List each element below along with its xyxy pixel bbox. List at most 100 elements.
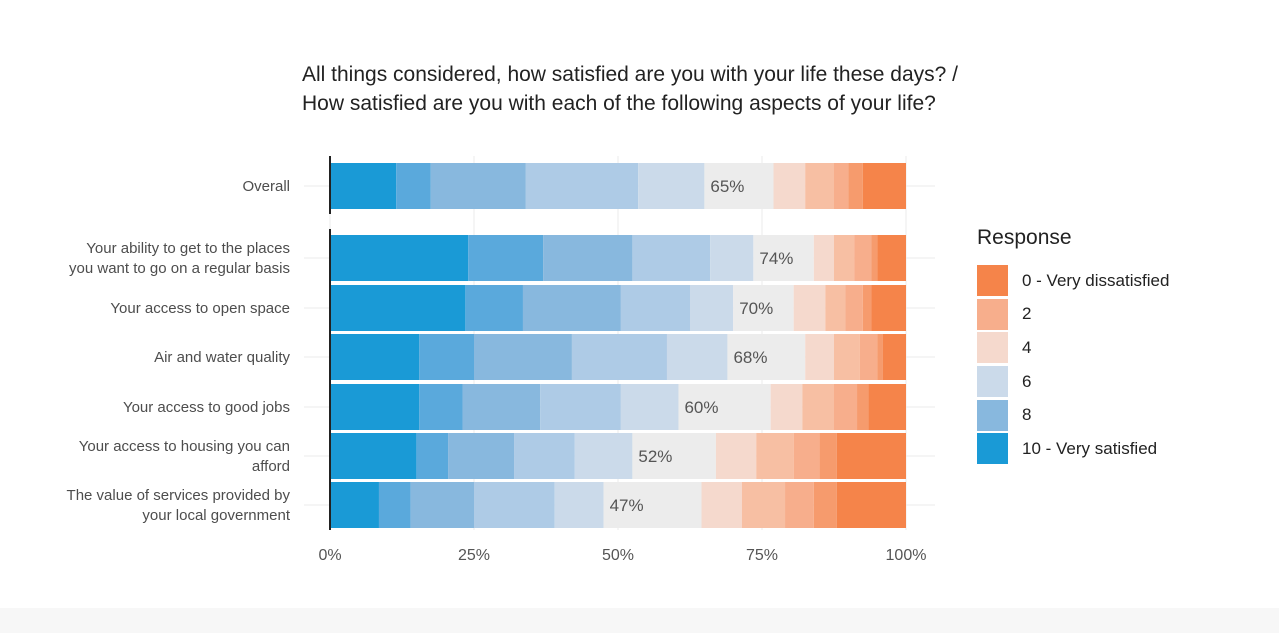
legend-swatch [977, 298, 1008, 330]
category-label: Overall [242, 178, 290, 195]
bar-segment [462, 384, 541, 430]
bar-segment [474, 482, 555, 528]
bar-segment [419, 384, 463, 430]
bar-segment [770, 384, 803, 430]
bar-segment [330, 235, 469, 281]
x-tick-label: 50% [602, 547, 634, 564]
bar-segment [378, 482, 411, 528]
bar-segment [465, 285, 523, 331]
bar-segment [704, 163, 774, 209]
bar-segment [574, 433, 633, 479]
bar-segment [859, 334, 878, 380]
bar-segment [448, 433, 515, 479]
chart-title-line-1: All things considered, how satisfied are… [302, 63, 959, 86]
category-label: Air and water quality [154, 349, 290, 366]
legend-swatch [977, 265, 1008, 297]
bar-segment [410, 482, 474, 528]
bar-segment [862, 163, 906, 209]
legend-label: 4 [1022, 337, 1032, 357]
category-label: Your ability to get to the places [86, 240, 290, 257]
bar-segment [834, 235, 855, 281]
legend-swatch [977, 399, 1008, 431]
bar-segment [330, 163, 397, 209]
bar-segment [710, 235, 754, 281]
bar-annotation: 60% [684, 398, 718, 417]
bar-segment [514, 433, 575, 479]
bar-segment [678, 384, 771, 430]
bar-segment [877, 235, 906, 281]
legend-swatch [977, 366, 1008, 398]
bar-segment [620, 285, 690, 331]
bar-segment [836, 433, 906, 479]
bar-segment [540, 384, 621, 430]
bar-annotation: 70% [739, 299, 773, 318]
bar-segment [554, 482, 604, 528]
legend-item: 0 - Very dissatisfied [977, 264, 1257, 298]
legend-item: 6 [977, 365, 1257, 399]
x-tick-label: 0% [318, 547, 341, 564]
bar-segment [701, 482, 742, 528]
footer-strip [0, 608, 1279, 633]
bar-segment [834, 163, 849, 209]
bar-segment [805, 163, 834, 209]
legend-item: 2 [977, 298, 1257, 332]
bar-segment [882, 334, 906, 380]
legend-items: 0 - Very dissatisfied 2 4 6 8 10 - Very satis… [977, 264, 1257, 466]
bar-segment [773, 163, 806, 209]
bar-segment [854, 235, 872, 281]
bar-segment [819, 433, 837, 479]
legend-label: 2 [1022, 304, 1032, 324]
chart-title-line-2: How satisfied are you with each of the f… [302, 92, 936, 115]
bar-segment [785, 482, 814, 528]
bar-segment [330, 482, 379, 528]
bar-segment [733, 285, 794, 331]
bar-segment [834, 334, 860, 380]
bar-segment [690, 285, 734, 331]
bar-segment [666, 334, 728, 380]
category-label: The value of services provided by [67, 487, 291, 504]
bar-segment [871, 285, 906, 331]
category-label: your local government [142, 507, 290, 524]
bar-segment [813, 482, 837, 528]
bar-annotation: 68% [733, 348, 767, 367]
bar-segment [877, 334, 883, 380]
legend-title: Response [977, 226, 1072, 249]
bar-segment [741, 482, 786, 528]
bar-annotation: 52% [638, 447, 672, 466]
bar-annotation: 65% [710, 177, 744, 196]
legend-label: 10 - Very satisfied [1022, 438, 1158, 458]
legend-label: 8 [1022, 405, 1032, 425]
bar-segment [845, 285, 863, 331]
category-label: you want to go on a regular basis [69, 260, 290, 277]
bar-segment [525, 163, 639, 209]
chart-title: All things considered, how satisfied are… [302, 60, 1062, 118]
bar-segment [603, 482, 702, 528]
bar-segment [468, 235, 544, 281]
bar-segment [868, 384, 906, 430]
category-label: Your access to good jobs [123, 399, 290, 416]
bar-annotation: 74% [759, 249, 793, 268]
bar-segment [638, 163, 705, 209]
category-label: Your access to housing you can [79, 438, 290, 455]
bar-segment [620, 384, 679, 430]
bar-segment [396, 163, 431, 209]
bar-segment [419, 334, 474, 380]
legend-item: 4 [977, 331, 1257, 365]
bar-segment [793, 433, 820, 479]
bar-segment [813, 235, 834, 281]
category-label: Your access to open space [110, 300, 290, 317]
bar-segment [825, 285, 846, 331]
bar-segment [805, 334, 834, 380]
bar-segment [571, 334, 667, 380]
bar-segment [727, 334, 806, 380]
bar-segment [834, 384, 858, 430]
category-label: afford [252, 458, 290, 475]
legend-item: 8 [977, 398, 1257, 432]
bar-annotation: 47% [610, 496, 644, 515]
bar-segment [753, 235, 814, 281]
bar-segment [715, 433, 757, 479]
x-tick-label: 25% [458, 547, 490, 564]
bar-segment [862, 285, 872, 331]
bar-segment [330, 334, 420, 380]
bar-segment [330, 285, 466, 331]
